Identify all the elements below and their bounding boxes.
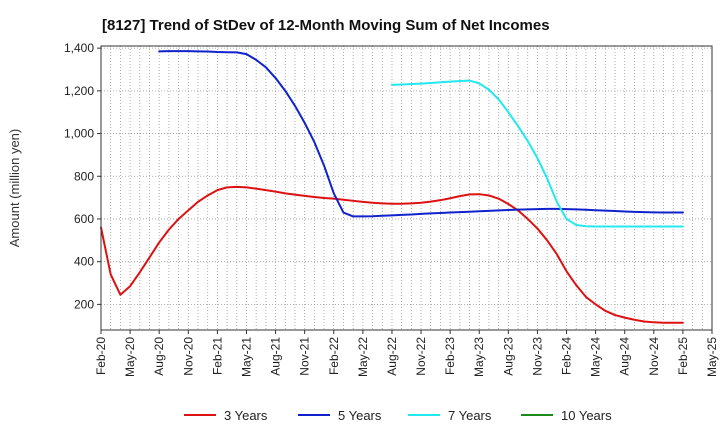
y-tick-label: 1,400 bbox=[64, 41, 94, 55]
plot-frame bbox=[100, 45, 713, 331]
x-tick-label: Feb-22 bbox=[327, 337, 341, 375]
y-axis-label: Amount (million yen) bbox=[7, 129, 22, 248]
series-lines bbox=[100, 50, 684, 324]
x-tick-label: Aug-24 bbox=[618, 337, 632, 376]
x-tick-label: Aug-22 bbox=[385, 337, 399, 376]
y-tick-label: 400 bbox=[74, 255, 94, 269]
y-tick-label: 800 bbox=[74, 169, 94, 183]
x-axis-ticks: Feb-20 May-20 Aug-20 Nov-20 Feb-21 May-21 Aug-… bbox=[94, 330, 719, 377]
x-tick-label: Aug-23 bbox=[501, 337, 515, 376]
x-tick-label: Feb-21 bbox=[210, 337, 224, 375]
legend-label: 10 Years bbox=[561, 408, 612, 423]
x-tick-label: Aug-21 bbox=[269, 337, 283, 376]
x-tick-label: Aug-20 bbox=[152, 337, 166, 376]
x-tick-label: May-24 bbox=[589, 337, 603, 377]
x-tick-label: Feb-23 bbox=[443, 337, 457, 375]
y-tick-label: 600 bbox=[74, 212, 94, 226]
x-tick-label: May-20 bbox=[123, 337, 137, 377]
series-line-3 bbox=[390, 79, 684, 228]
series-line-1 bbox=[100, 185, 684, 324]
x-tick-label: Nov-20 bbox=[181, 337, 195, 376]
legend-label: 5 Years bbox=[338, 408, 382, 423]
x-tick-label: Feb-25 bbox=[676, 337, 690, 375]
chart-title: [8127] Trend of StDev of 12-Month Moving… bbox=[102, 17, 550, 34]
y-tick-label: 1,200 bbox=[64, 84, 94, 98]
series-line-2 bbox=[158, 50, 684, 218]
x-tick-label: Nov-24 bbox=[647, 337, 661, 376]
x-tick-label: Nov-23 bbox=[530, 337, 544, 376]
y-tick-label: 1,000 bbox=[64, 127, 94, 141]
x-tick-label: May-23 bbox=[472, 337, 486, 377]
y-axis-ticks: 200 400 600 800 1,000 1,200 1,400 bbox=[64, 41, 101, 311]
x-tick-label: May-22 bbox=[356, 337, 370, 377]
legend-label: 7 Years bbox=[448, 408, 492, 423]
x-tick-label: Feb-20 bbox=[94, 337, 108, 375]
x-tick-label: Nov-21 bbox=[298, 337, 312, 376]
x-tick-label: Feb-24 bbox=[560, 337, 574, 375]
plot-area bbox=[101, 46, 712, 330]
x-tick-label: May-25 bbox=[705, 337, 719, 377]
legend-label: 3 Years bbox=[224, 408, 268, 423]
x-tick-label: Nov-22 bbox=[414, 337, 428, 376]
grid-lines bbox=[101, 46, 712, 330]
y-tick-label: 200 bbox=[74, 297, 94, 311]
legend: 3 Years 5 Years 7 Years 10 Years bbox=[184, 408, 612, 423]
x-tick-label: May-21 bbox=[239, 337, 253, 377]
